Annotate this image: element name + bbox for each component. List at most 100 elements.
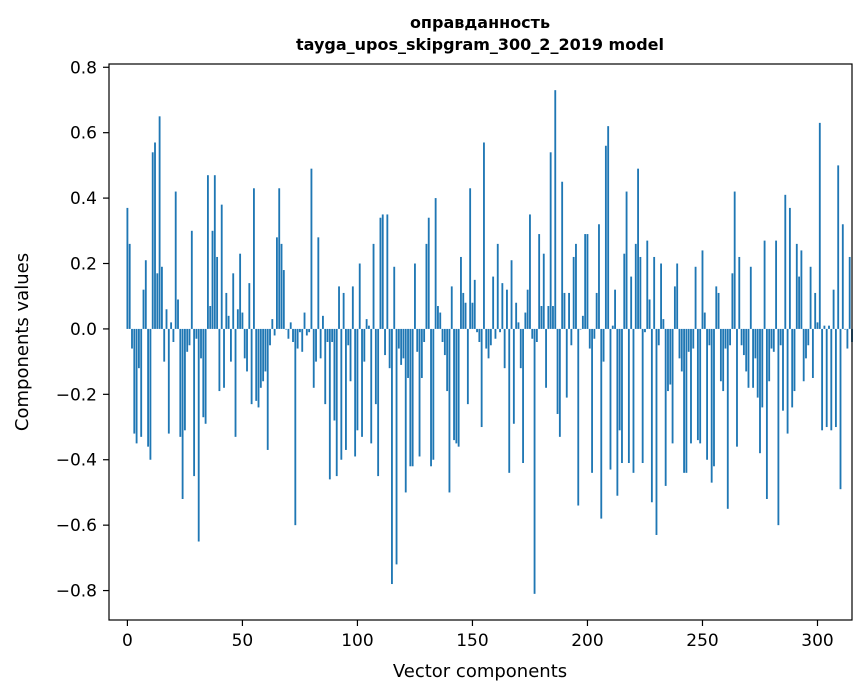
bar bbox=[259, 328, 262, 388]
bar bbox=[664, 328, 667, 486]
bar bbox=[430, 328, 432, 467]
bar bbox=[515, 302, 518, 329]
y-tick-label: 0.0 bbox=[70, 320, 97, 340]
bar bbox=[579, 328, 582, 330]
bar bbox=[278, 188, 281, 329]
bar bbox=[588, 328, 591, 349]
bar bbox=[529, 214, 531, 329]
bar bbox=[501, 283, 504, 329]
bar bbox=[701, 250, 704, 329]
bar bbox=[220, 204, 223, 329]
y-tick-label: −0.6 bbox=[56, 516, 97, 536]
bar bbox=[195, 328, 198, 339]
bar bbox=[496, 243, 499, 329]
bar bbox=[381, 214, 384, 329]
bar bbox=[287, 328, 290, 339]
bar bbox=[299, 328, 301, 333]
bar bbox=[354, 328, 357, 457]
bar bbox=[823, 325, 826, 329]
bar bbox=[170, 322, 173, 329]
bar bbox=[604, 145, 607, 329]
bar bbox=[602, 328, 605, 362]
bar bbox=[648, 299, 651, 329]
bar bbox=[487, 328, 490, 359]
bar bbox=[216, 256, 219, 329]
bar bbox=[232, 273, 235, 329]
bar bbox=[282, 270, 285, 329]
bar bbox=[609, 328, 612, 470]
bar bbox=[183, 328, 186, 431]
bar bbox=[443, 328, 446, 356]
bar bbox=[407, 328, 409, 378]
bar bbox=[565, 328, 568, 398]
bar bbox=[547, 306, 550, 329]
bar bbox=[301, 328, 304, 352]
bar bbox=[508, 328, 511, 473]
bar bbox=[733, 191, 736, 329]
bar bbox=[368, 325, 370, 329]
chart-title-line2: tayga_upos_skipgram_300_2_2019 model bbox=[296, 35, 664, 54]
bar bbox=[791, 328, 794, 408]
bar bbox=[586, 234, 589, 329]
y-tick-label: −0.4 bbox=[56, 451, 97, 471]
bar bbox=[517, 322, 520, 329]
bar bbox=[768, 328, 771, 382]
bar bbox=[361, 328, 363, 437]
bar bbox=[655, 328, 658, 535]
bar bbox=[273, 328, 276, 336]
bar bbox=[345, 328, 347, 450]
bar bbox=[432, 328, 435, 460]
bar bbox=[149, 328, 152, 460]
bar bbox=[759, 328, 761, 454]
bar bbox=[618, 328, 621, 431]
bar bbox=[206, 175, 209, 329]
bar bbox=[814, 292, 817, 329]
bar bbox=[414, 263, 416, 329]
bar bbox=[786, 328, 789, 434]
bar bbox=[473, 279, 476, 329]
bar bbox=[607, 126, 610, 329]
bar bbox=[747, 328, 750, 388]
bar bbox=[708, 328, 711, 346]
bar bbox=[752, 328, 755, 388]
bar bbox=[563, 292, 566, 329]
bar bbox=[696, 328, 699, 441]
bar bbox=[729, 328, 731, 346]
bar bbox=[347, 328, 350, 346]
bar bbox=[545, 328, 547, 388]
bar bbox=[634, 243, 637, 329]
x-tick-label: 50 bbox=[232, 631, 254, 651]
bar bbox=[328, 328, 331, 480]
bar bbox=[342, 292, 345, 329]
bar bbox=[163, 328, 166, 362]
bar bbox=[140, 328, 143, 437]
bar bbox=[623, 253, 626, 329]
bar bbox=[742, 328, 745, 356]
bar bbox=[807, 328, 810, 346]
bar bbox=[726, 328, 729, 509]
bar bbox=[683, 328, 685, 473]
bar bbox=[402, 328, 405, 359]
y-tick-label: −0.2 bbox=[56, 385, 97, 405]
bar bbox=[218, 328, 221, 392]
bar bbox=[779, 328, 782, 346]
bar bbox=[374, 328, 377, 405]
bar bbox=[593, 328, 596, 339]
bar bbox=[549, 152, 552, 329]
bar bbox=[719, 328, 722, 382]
bar bbox=[377, 328, 380, 477]
bar bbox=[349, 328, 352, 382]
bar bbox=[437, 306, 439, 329]
bar bbox=[409, 328, 412, 467]
bar bbox=[264, 328, 267, 372]
bar bbox=[457, 328, 460, 447]
bar bbox=[213, 175, 216, 329]
bar bbox=[326, 328, 329, 342]
bar bbox=[800, 250, 803, 329]
bar bbox=[386, 214, 389, 329]
bar bbox=[570, 328, 573, 346]
bar bbox=[598, 224, 600, 329]
bar bbox=[630, 276, 633, 329]
bar bbox=[542, 253, 545, 329]
bars-group bbox=[126, 90, 853, 594]
